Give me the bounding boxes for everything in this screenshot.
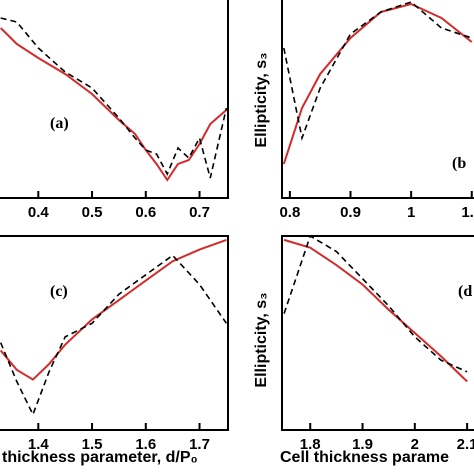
- plot-area: [282, 1, 473, 165]
- x-tick-label: 0.8: [279, 204, 300, 221]
- series-line: [283, 238, 468, 383]
- panel-label: (d: [458, 283, 472, 300]
- x-tick-label: 1.9: [352, 436, 373, 453]
- x-tick-label: 2.1: [457, 436, 474, 453]
- series-line: [282, 2, 473, 165]
- x-tick-label: 0.5: [82, 204, 103, 221]
- x-tick-label: 1.5: [82, 436, 103, 453]
- y-axis-label: Ellipticity, s₃: [253, 52, 270, 147]
- series-line: [0, 27, 228, 182]
- x-tick-label: 0.9: [340, 204, 361, 221]
- series-line: [283, 236, 468, 373]
- x-axis-label: Cell thickness parame: [280, 449, 449, 466]
- x-tick-label: 0.4: [28, 204, 50, 221]
- series-line: [0, 254, 228, 417]
- x-tick-label: 0.7: [189, 204, 210, 221]
- series-line: [0, 17, 228, 179]
- series-line: [0, 238, 227, 381]
- x-axis-label: thickness parameter, d/P₀: [2, 449, 198, 466]
- x-tick-label: 0.6: [135, 204, 156, 221]
- x-tick-label: 1.8: [300, 436, 321, 453]
- plot-area: [283, 236, 468, 383]
- plot-area: [0, 238, 228, 417]
- frame: [0, 0, 229, 199]
- frame: [0, 235, 229, 431]
- series-line: [283, 1, 473, 141]
- x-tick-label: 1.1: [461, 204, 474, 221]
- x-tick-label: 1.4: [28, 436, 50, 453]
- x-tick-label: 1: [407, 204, 415, 221]
- x-tick-label: 1.6: [135, 436, 156, 453]
- panel-label: (c): [50, 283, 68, 300]
- frame: [281, 0, 474, 199]
- panel-label: (a): [50, 115, 69, 132]
- y-axis-label: Ellipticity, s₃: [253, 292, 270, 387]
- x-tick-label: 2: [411, 436, 419, 453]
- x-tick-label: 1.7: [189, 436, 210, 453]
- plot-area: [0, 17, 228, 182]
- frame: [281, 235, 474, 431]
- panel-label: (b: [452, 155, 466, 172]
